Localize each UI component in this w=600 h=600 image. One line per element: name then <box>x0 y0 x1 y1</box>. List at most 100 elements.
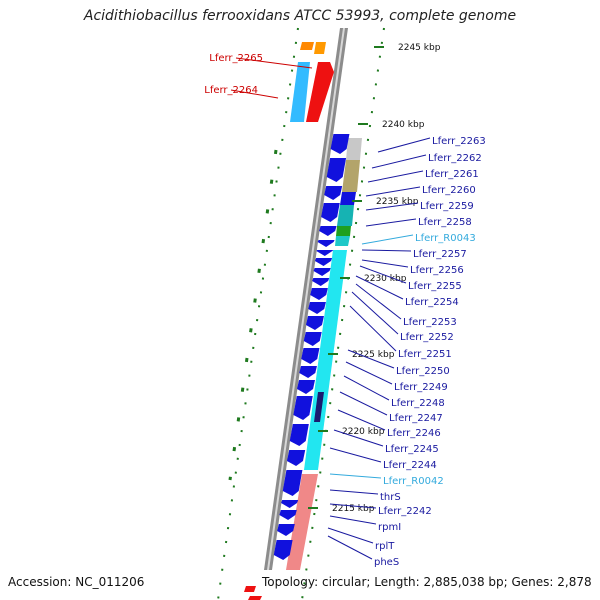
reverse-gene-arrow <box>324 186 343 200</box>
reverse-strand-features <box>273 134 350 560</box>
leader-line-lferr-2251 <box>349 305 397 352</box>
gene-label-lferr-2254[interactable]: Lferr_2254 <box>405 297 459 308</box>
gene-label-lferr-r0043[interactable]: Lferr_R0043 <box>415 233 476 244</box>
gene-label-lferr-2255[interactable]: Lferr_2255 <box>408 281 462 292</box>
gene-label-lferr-2250[interactable]: Lferr_2250 <box>396 366 450 377</box>
leader-line-lferr-2246 <box>337 409 386 431</box>
gene-label-lferr-2242[interactable]: Lferr_2242 <box>378 506 432 517</box>
gene-label-lferr-2261[interactable]: Lferr_2261 <box>425 169 479 180</box>
gene-label-phes[interactable]: pheS <box>374 557 399 568</box>
reverse-gene-arrow <box>321 203 340 222</box>
reverse-gene-arrow <box>273 540 293 560</box>
reverse-gene-arrow <box>313 268 331 276</box>
gene-label-lferr-2260[interactable]: Lferr_2260 <box>422 185 476 196</box>
block-teal-1 <box>340 192 356 205</box>
gene-label-lferr-2247[interactable]: Lferr_2247 <box>389 413 443 424</box>
reverse-gene-arrow <box>308 302 326 314</box>
reverse-gene-arrow <box>317 240 335 247</box>
gene-feature-lferr-2265 <box>314 42 326 54</box>
gene-label-lferr-2252[interactable]: Lferr_2252 <box>400 332 454 343</box>
tick-label: 2240 kbp <box>382 120 425 130</box>
leader-line-lferr-2249 <box>345 361 393 385</box>
tick-marks: 2245 kbp 2240 kbp 2235 kbp 2230 kbp 2225 kbp… <box>308 43 441 514</box>
reverse-gene-arrow <box>301 348 320 364</box>
gene-label-thrs[interactable]: thrS <box>380 492 401 503</box>
gene-label-lferr-2265[interactable]: Lferr_2265 <box>209 53 263 64</box>
reverse-gene-arrow <box>326 158 347 182</box>
inner-guide-ring-2 <box>228 149 278 481</box>
leader-line-lferr-2242 <box>329 503 377 509</box>
tick-label: 2245 kbp <box>398 43 441 53</box>
tick-label: 2230 kbp <box>364 274 407 284</box>
gene-feature-lferr-2264-red <box>306 62 334 122</box>
gene-label-lferr-2249[interactable]: Lferr_2249 <box>394 382 448 393</box>
block-green <box>336 226 351 236</box>
leader-line-lferr-2263 <box>377 137 431 153</box>
gene-label-lferr-2263[interactable]: Lferr_2263 <box>432 136 486 147</box>
gene-label-lferr-2258[interactable]: Lferr_2258 <box>418 217 472 228</box>
gene-label-lferr-r0042[interactable]: Lferr_R0042 <box>383 476 444 487</box>
genome-summary-text: Topology: circular; Length: 2,885,038 bp… <box>262 575 592 589</box>
bottom-fragment-1 <box>244 586 256 592</box>
reverse-gene-arrow <box>282 470 303 496</box>
reverse-gene-arrow <box>306 316 324 330</box>
accession-text: Accession: NC_011206 <box>8 575 145 589</box>
reverse-gene-arrow <box>314 258 333 266</box>
gene-label-lferr-2262[interactable]: Lferr_2262 <box>428 153 482 164</box>
reverse-gene-arrow <box>316 250 334 256</box>
leader-line-lferr-2245 <box>333 429 384 447</box>
gene-label-lferr-2248[interactable]: Lferr_2248 <box>391 398 445 409</box>
leader-line-lferr-2244 <box>329 447 382 463</box>
gene-feature-small-orange <box>300 42 314 50</box>
leader-line-lferr-r0042 <box>329 473 382 479</box>
gene-label-rpmi[interactable]: rpmI <box>378 522 401 533</box>
gene-label-lferr-2253[interactable]: Lferr_2253 <box>403 317 457 328</box>
map-title: Acidithiobacillus ferrooxidans ATCC 5399… <box>83 8 517 24</box>
leader-line-lferr-2255 <box>359 265 407 284</box>
leader-line-lferr-2264 <box>230 89 279 99</box>
reverse-gene-arrow <box>299 366 317 378</box>
tick-label: 2225 kbp <box>352 350 395 360</box>
backbone-highlight <box>267 28 345 570</box>
bottom-fragments <box>244 586 262 600</box>
block-navy <box>314 392 324 422</box>
gene-label-rplt[interactable]: rplT <box>375 541 395 552</box>
leader-line-lferr-2260 <box>365 186 421 197</box>
gene-label-lferr-2245[interactable]: Lferr_2245 <box>385 444 439 455</box>
leader-line-lferr-2257 <box>361 249 412 252</box>
reverse-gene-arrow <box>279 510 297 520</box>
annotation-blocks <box>286 138 362 570</box>
block-olive <box>342 160 360 192</box>
block-cyan-long <box>304 250 347 470</box>
block-teal-3 <box>335 236 350 246</box>
gene-label-lferr-2251[interactable]: Lferr_2251 <box>398 349 452 360</box>
leader-line-lferr-r0043 <box>361 234 414 245</box>
leader-line-rpmi <box>329 515 377 525</box>
reverse-gene-arrow <box>297 380 315 394</box>
leader-line-lferr-2259 <box>365 202 419 211</box>
leader-line-lferr-2252 <box>351 291 399 335</box>
leader-line-lferr-2261 <box>367 170 424 183</box>
reverse-gene-arrow <box>289 424 309 446</box>
gene-label-lferr-2246[interactable]: Lferr_2246 <box>387 428 441 439</box>
leader-line-lferr-2250 <box>347 349 395 369</box>
leader-line-lferr-2265 <box>235 57 313 69</box>
gene-labels: Lferr_2265 Lferr_2264 Lferr_2263 Lferr_2262… <box>204 53 486 568</box>
gene-label-lferr-2257[interactable]: Lferr_2257 <box>413 249 467 260</box>
gene-label-lferr-2256[interactable]: Lferr_2256 <box>410 265 464 276</box>
gene-label-lferr-2244[interactable]: Lferr_2244 <box>383 460 437 471</box>
leader-line-lferr-2248 <box>343 375 390 401</box>
reverse-gene-arrow <box>286 450 306 466</box>
tick-label: 2220 kbp <box>342 427 385 437</box>
reverse-gene-arrow <box>277 524 295 536</box>
leader-line-rplt <box>327 527 374 544</box>
reverse-gene-arrow <box>319 226 337 236</box>
gene-label-lferr-2259[interactable]: Lferr_2259 <box>420 201 474 212</box>
leader-line-phes <box>327 535 373 560</box>
gene-label-lferr-2264[interactable]: Lferr_2264 <box>204 85 258 96</box>
reverse-gene-arrow <box>310 288 328 300</box>
leader-line-lferr-2247 <box>339 391 388 416</box>
block-grey <box>346 138 362 160</box>
leader-line-thrs <box>329 489 379 495</box>
